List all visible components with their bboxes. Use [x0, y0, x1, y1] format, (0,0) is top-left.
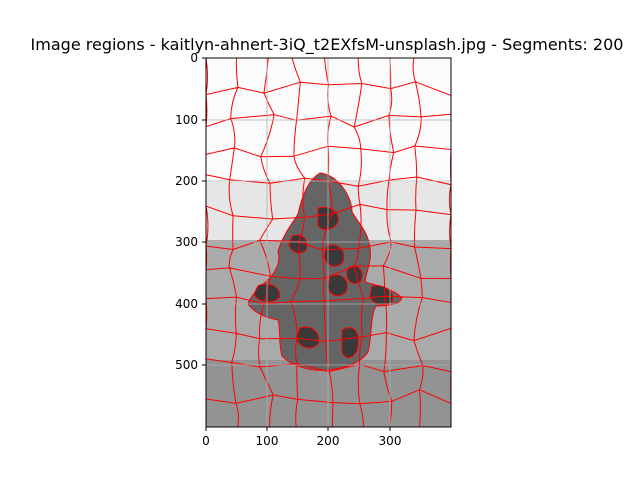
- x-tick-label: 300: [379, 434, 402, 448]
- y-axis: 0 100 200 300 400 500: [175, 51, 206, 372]
- y-tick-label: 200: [175, 174, 198, 188]
- darkest-region: [295, 326, 320, 349]
- segment-boundary-lines: [206, 58, 451, 427]
- y-tick-label: 500: [175, 358, 198, 372]
- grid-lines: [206, 58, 451, 427]
- y-tick-label: 300: [175, 235, 198, 249]
- darkest-region: [341, 327, 359, 359]
- x-tick-label: 100: [256, 434, 279, 448]
- y-tick-label: 100: [175, 113, 198, 127]
- y-tick-label: 0: [190, 51, 198, 65]
- x-axis: 0 100 200 300: [202, 427, 401, 448]
- x-tick-label: 0: [202, 434, 210, 448]
- figure-title: Image regions - kaitlyn-ahnert-3iQ_t2EXf…: [31, 35, 624, 55]
- darkest-region: [327, 274, 348, 297]
- image-panel: [206, 58, 451, 427]
- darkest-region: [323, 244, 345, 267]
- darkest-region: [288, 234, 308, 254]
- darkest-region: [369, 285, 394, 306]
- x-tick-label: 200: [317, 434, 340, 448]
- segment-boundaries: [206, 58, 451, 427]
- y-tick-label: 400: [175, 297, 198, 311]
- dark-object-region: [247, 172, 403, 371]
